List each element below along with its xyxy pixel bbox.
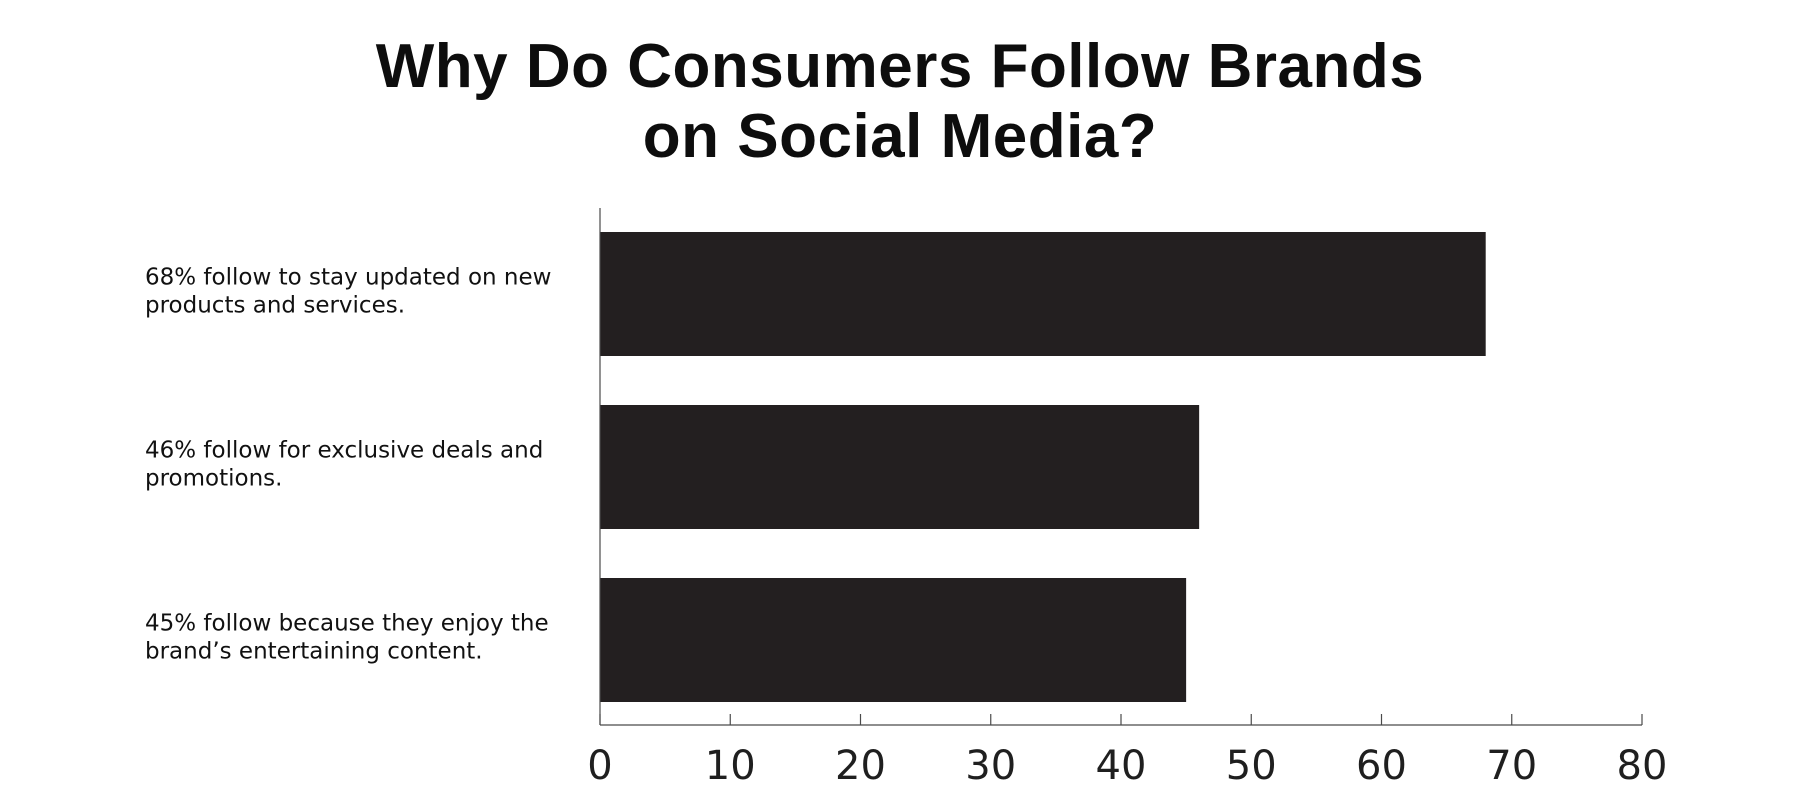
x-tick-label-10: 10 [705,743,756,789]
bar-3 [600,578,1187,702]
bar-2 [600,405,1200,529]
category-label-2: 46% follow for exclusive deals and promot… [145,438,543,492]
category-label-3-line-1: 45% follow because they enjoy the [145,611,549,637]
category-label-2-line-2: promotions. [145,466,282,492]
bars-group [600,232,1486,702]
x-tick-label-0: 0 [587,743,612,789]
x-tick-label-20: 20 [835,743,886,789]
category-labels: 68% follow to stay updated on new product… [145,265,551,665]
category-label-1-line-2: products and services. [145,293,405,319]
category-label-2-line-1: 46% follow for exclusive deals and [145,438,543,464]
x-tick-label-50: 50 [1226,743,1277,789]
category-label-1: 68% follow to stay updated on new product… [145,265,551,319]
category-label-1-line-1: 68% follow to stay updated on new [145,265,551,291]
chart-title-line-1: Why Do Consumers Follow Brands [375,32,1425,101]
x-tick-label-60: 60 [1356,743,1407,789]
x-tick-label-80: 80 [1617,743,1668,789]
category-label-3: 45% follow because they enjoy the brand’s… [145,611,549,665]
x-tick-label-30: 30 [965,743,1016,789]
x-tick-label-40: 40 [1096,743,1147,789]
chart-title: Why Do Consumers Follow Brands on Social… [0,32,1800,172]
category-label-3-line-2: brand’s entertaining content. [145,639,483,665]
bar-1 [600,232,1486,356]
axes-group: 0 10 20 30 40 50 60 70 80 [587,208,1667,789]
x-tick-label-70: 70 [1486,743,1537,789]
chart-title-line-2: on Social Media? [642,102,1158,171]
